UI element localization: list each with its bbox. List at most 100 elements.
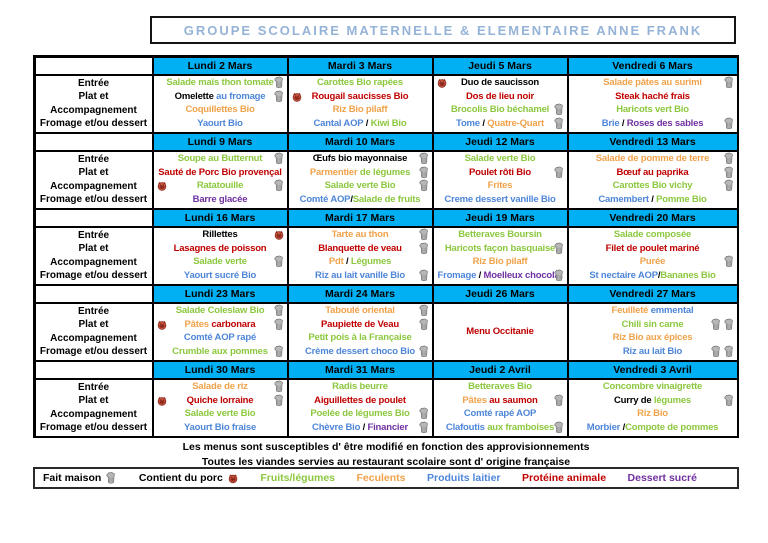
menu-line: Salade de pomme de terre bbox=[570, 152, 736, 166]
menu-item-text: Riz Bio pilaff bbox=[332, 104, 388, 116]
row-labels: Entrée Plat et Accompagnement Fromage et/ou… bbox=[35, 227, 152, 284]
menu-line: Betteraves Bio bbox=[435, 381, 566, 393]
day-header: Vendredi 3 Avril bbox=[568, 361, 737, 378]
day-header: Mardi 31 Mars bbox=[288, 361, 432, 378]
menu-item-text: Morbier bbox=[586, 421, 621, 433]
fait-maison-icon bbox=[105, 471, 117, 485]
day-header: Vendredi 13 Mars bbox=[568, 133, 737, 150]
row-label: Plat et bbox=[78, 243, 109, 255]
menu-item-text: Fromage bbox=[437, 269, 477, 281]
legend-item-fait-maison: Fait maison bbox=[43, 471, 117, 485]
fait-maison-icon bbox=[418, 179, 430, 193]
menu-item-text: Dos de lieu noir bbox=[465, 90, 535, 102]
menu-line: Paupiette de Veau bbox=[290, 318, 431, 331]
menu-line: Steak haché frais bbox=[570, 91, 736, 103]
row-label: Accompagnement bbox=[50, 332, 137, 344]
menu-item-text: Yaourt Bio bbox=[197, 117, 243, 129]
menu-item-text: / bbox=[360, 421, 368, 433]
fait-maison-icon bbox=[553, 421, 565, 434]
menu-line: Riz Bio bbox=[570, 408, 736, 420]
menu-line: Ratatouille bbox=[155, 179, 286, 192]
week-5-label-spacer bbox=[35, 361, 152, 378]
fait-maison-icon bbox=[418, 152, 430, 166]
line-post-icons bbox=[273, 380, 285, 394]
menu-line: Salade verte Bio bbox=[435, 153, 566, 165]
menu-item-text: Haricots vert Bio bbox=[616, 104, 689, 116]
note-origin: Toutes les viandes servies au restaurant… bbox=[201, 456, 571, 468]
menu-line: Curry de légumes bbox=[570, 394, 736, 407]
contient-porc-icon bbox=[227, 472, 239, 485]
menu-item-text: Camembert bbox=[598, 193, 649, 205]
line-post-icons bbox=[273, 394, 285, 407]
legend-item-fruits-l-gumes: Fruits/légumes bbox=[260, 472, 335, 484]
row-label: Accompagnement bbox=[50, 104, 137, 116]
menu-item-text: Radis beurre bbox=[332, 381, 388, 393]
menu-item-text: Salade verte Bio bbox=[184, 408, 256, 420]
day-header: Mardi 24 Mars bbox=[288, 285, 432, 302]
menu-line: Poelée de légumes Bio bbox=[290, 407, 431, 421]
menu-item-text: / bbox=[343, 256, 351, 268]
menu-item-text: Parmentier bbox=[309, 166, 358, 178]
menu-line: Fromage / Moelleux chocolat bbox=[435, 269, 566, 282]
line-post-icons bbox=[418, 407, 430, 421]
row-label: Entrée bbox=[77, 305, 110, 317]
menu-line: Duo de saucisson bbox=[435, 77, 566, 89]
menu-line: Salade de riz bbox=[155, 380, 286, 394]
menu-line: Crumble aux pommes bbox=[155, 345, 286, 358]
row-label: Fromage et/ou dessert bbox=[39, 118, 148, 130]
menu-line: Pâtes carbonara bbox=[155, 318, 286, 331]
menu-item-text: / bbox=[363, 117, 371, 129]
line-post-icons bbox=[723, 152, 735, 166]
menu-item-text: Bœuf au paprika bbox=[616, 166, 689, 178]
menu-item-text: Salade de riz bbox=[192, 381, 248, 393]
fait-maison-icon bbox=[418, 345, 430, 358]
menu-item-text: Curry de bbox=[613, 394, 652, 406]
menu-item-text: Compote de pommes bbox=[625, 421, 719, 433]
line-post-icons bbox=[273, 304, 285, 318]
menu-item-text: Clafoutis bbox=[445, 421, 485, 433]
day-header: Mardi 10 Mars bbox=[288, 133, 432, 150]
day-header: Vendredi 27 Mars bbox=[568, 285, 737, 302]
day-menu-cell: Radis beurre Aiguillettes de poulet Poelée… bbox=[288, 379, 432, 436]
menu-item-text: Haricots façon basquaise bbox=[444, 242, 556, 254]
page-title: GROUPE SCOLAIRE MATERNELLE & ELEMENTAIRE… bbox=[183, 22, 703, 38]
legend-label: Dessert sucré bbox=[627, 472, 697, 484]
row-label: Accompagnement bbox=[50, 180, 137, 192]
menu-line: Salade verte bbox=[155, 255, 286, 268]
menu-item-text: Menu Occitanie bbox=[466, 325, 534, 337]
line-post-icons bbox=[723, 255, 735, 269]
menu-item-text: / bbox=[476, 269, 484, 281]
line-post-icons bbox=[273, 90, 285, 103]
menu-line: Haricots façon basquaise bbox=[435, 242, 566, 255]
menu-item-text: Salade verte bbox=[193, 256, 247, 268]
day-header: Vendredi 6 Mars bbox=[568, 57, 737, 74]
fait-maison-icon bbox=[723, 394, 735, 407]
menu-item-text: Quatre-Quart bbox=[487, 117, 544, 129]
line-post-icons bbox=[723, 117, 735, 130]
menu-item-text: Sauté de Porc Bio provençal bbox=[158, 166, 282, 178]
day-menu-cell: Salade pâtes au surimi Steak haché frais H… bbox=[568, 75, 737, 132]
day-menu-cell: Taboulé oriental Paupiette de Veau Petit p… bbox=[288, 303, 432, 360]
day-menu-cell: Menu Occitanie bbox=[433, 303, 567, 360]
day-menu-cell: Salade de pomme de terre Bœuf au paprika C… bbox=[568, 151, 737, 208]
fait-maison-icon bbox=[553, 103, 565, 117]
menu-item-text: Salade maïs thon tomate bbox=[166, 77, 274, 89]
fait-maison-icon bbox=[418, 269, 430, 282]
row-labels: Entrée Plat et Accompagnement Fromage et/ou… bbox=[35, 303, 152, 360]
menu-item-text: de légumes bbox=[357, 166, 411, 178]
fait-maison-icon bbox=[273, 76, 285, 90]
menu-item-text: Pomme Bio bbox=[656, 193, 707, 205]
menu-item-text: au fromage bbox=[213, 90, 266, 102]
menu-line: Camembert / Pomme Bio bbox=[570, 194, 736, 206]
fait-maison-icon bbox=[273, 152, 285, 166]
menu-item-text: Chèvre Bio bbox=[312, 421, 361, 433]
menu-item-text: Steak haché frais bbox=[615, 90, 690, 102]
line-post-icons bbox=[418, 228, 430, 242]
menu-item-text: Tome bbox=[456, 117, 480, 129]
fait-maison-icon bbox=[273, 90, 285, 103]
menu-item-text: Riz au lait Bio bbox=[622, 345, 683, 357]
fait-maison-icon bbox=[418, 407, 430, 421]
menu-line: St nectaire AOP/Bananes Bio bbox=[570, 270, 736, 282]
line-post-icons bbox=[723, 179, 735, 193]
line-post-icons bbox=[723, 394, 735, 407]
